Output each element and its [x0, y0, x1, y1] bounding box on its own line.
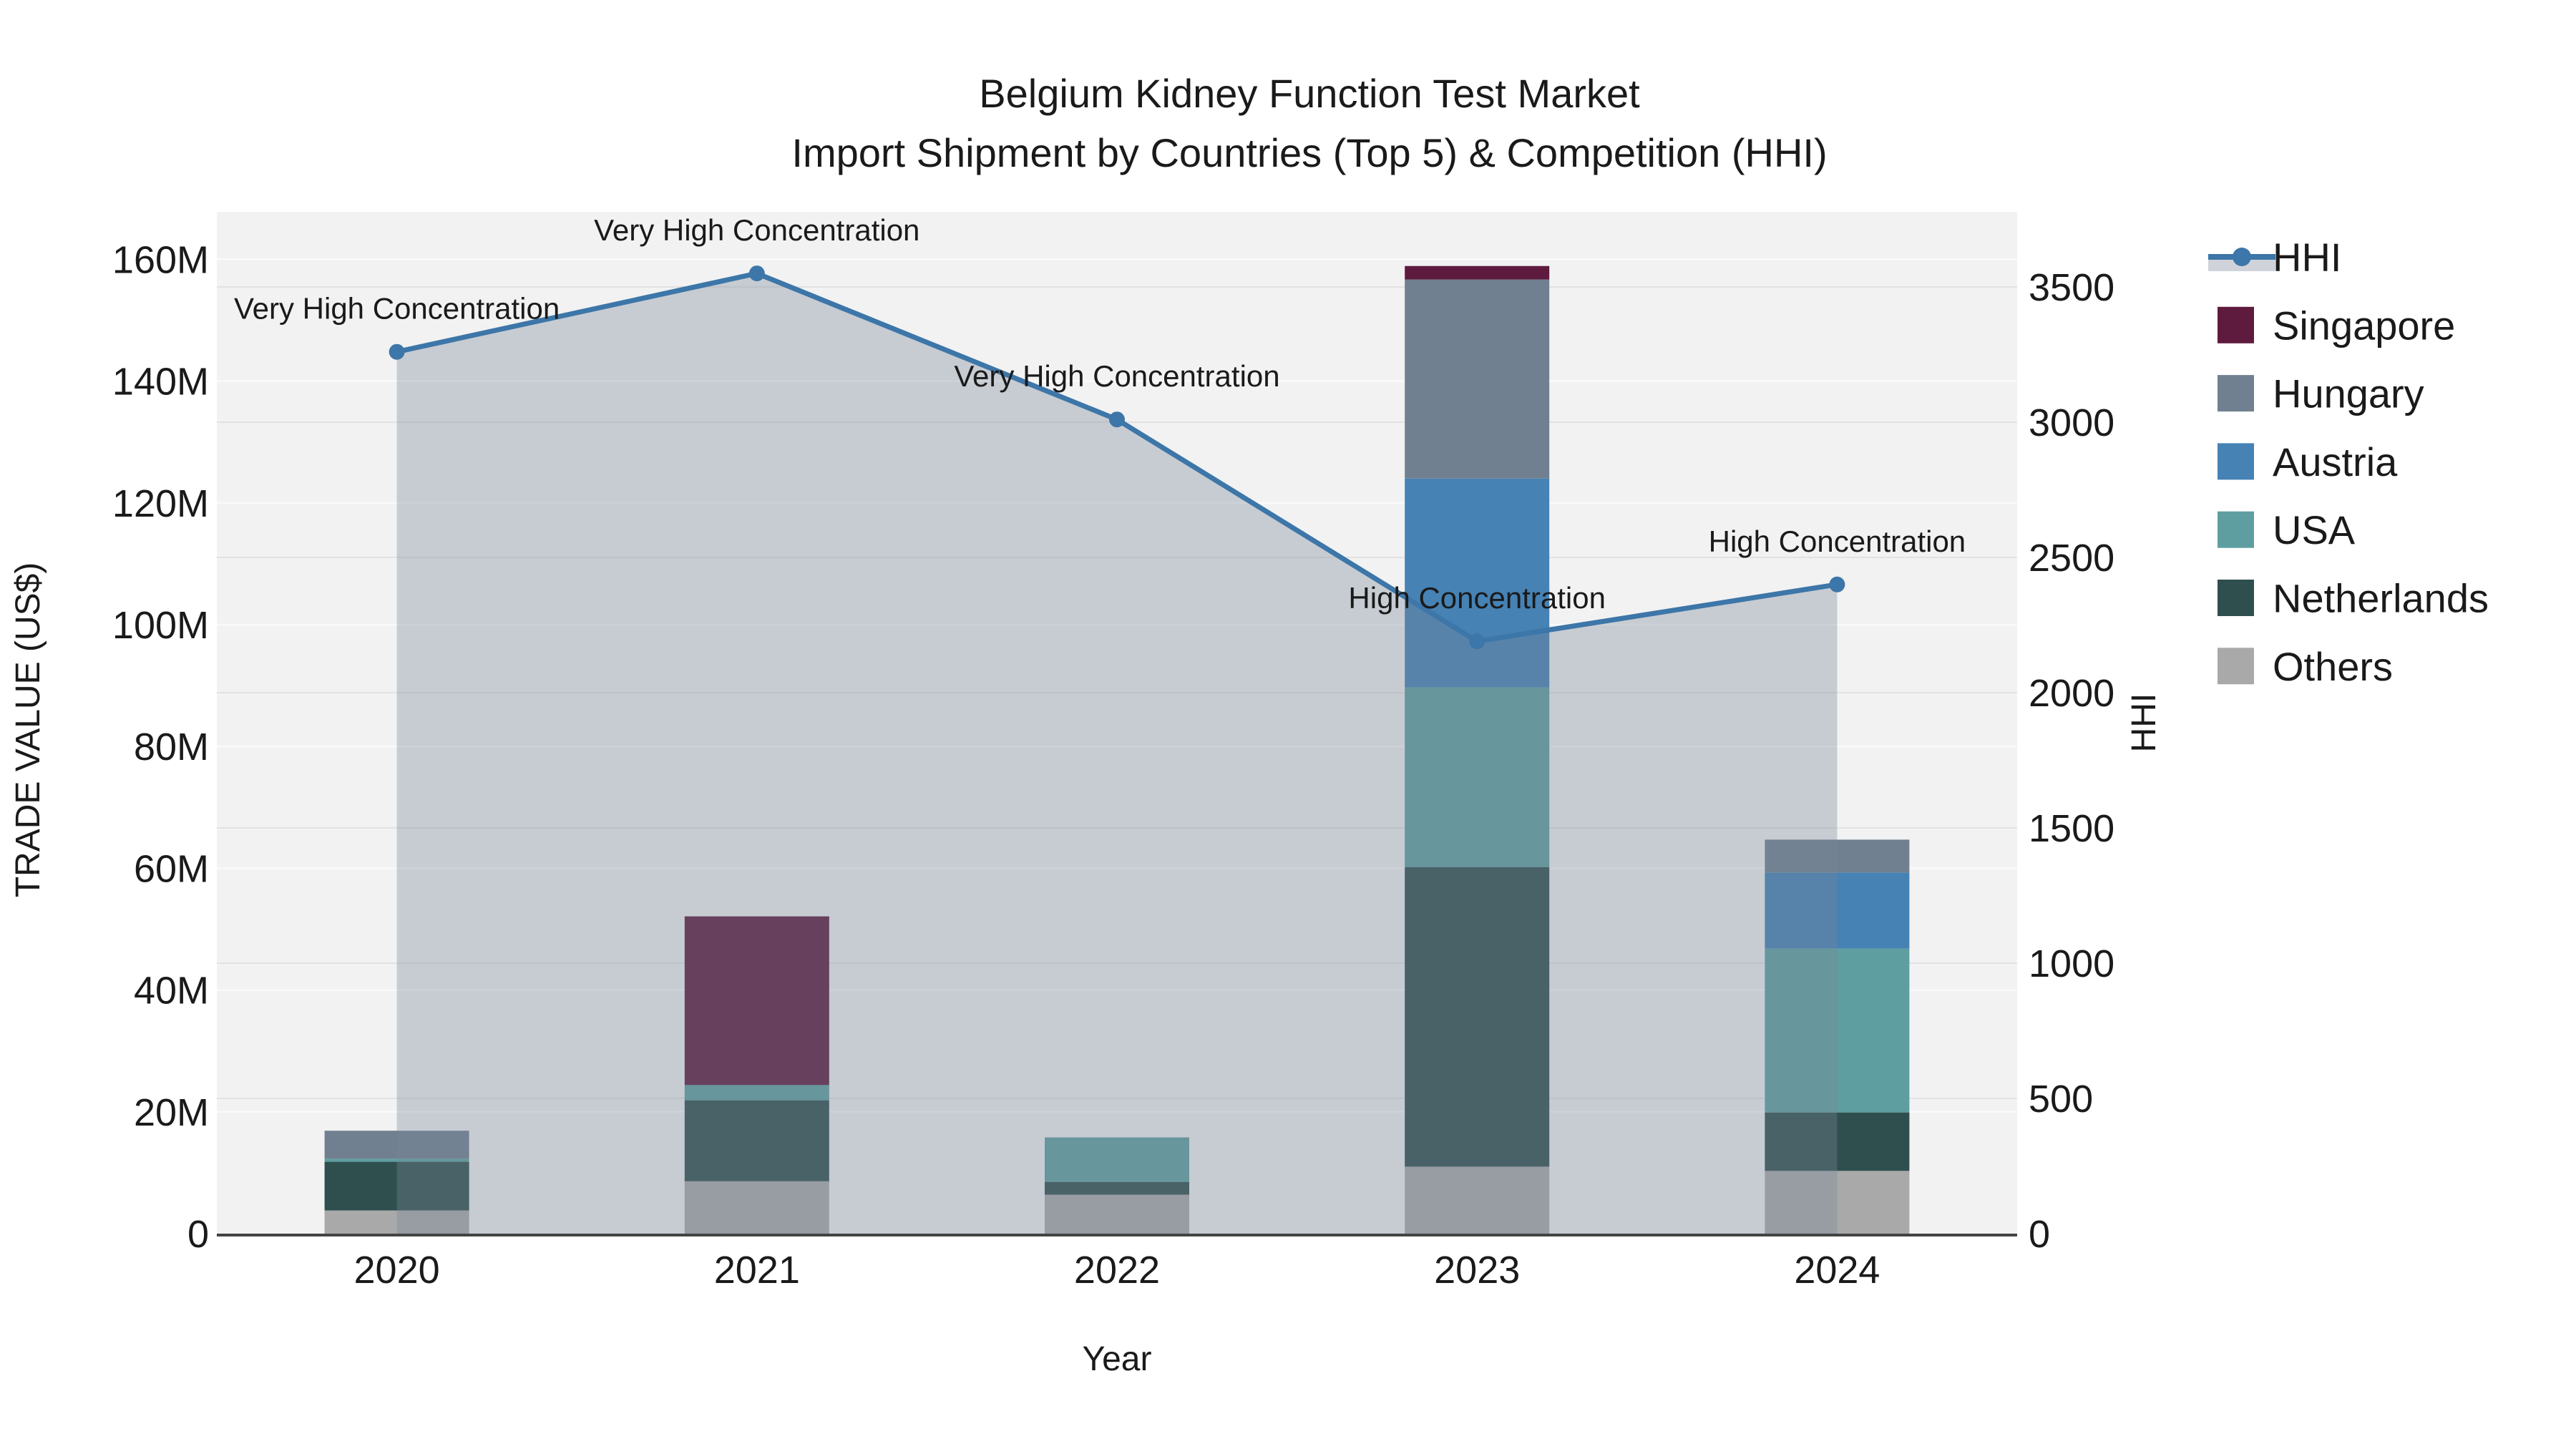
y-left-tick-80M: 80M — [134, 726, 209, 769]
y-right-axis-title: HHI — [2125, 693, 2163, 753]
y-right-tick-1000: 1000 — [2029, 942, 2114, 985]
bar-segment-2020-usa[interactable] — [324, 1158, 469, 1162]
bar-segment-2024-hungary[interactable] — [1765, 839, 1910, 873]
chart-title-line1: Belgium Kidney Function Test Market — [979, 71, 1640, 116]
legend-label-others: Others — [2273, 644, 2393, 689]
plot-background-layer — [217, 212, 2017, 1234]
x-tick-2021: 2021 — [714, 1249, 800, 1292]
y-left-tick-160M: 160M — [112, 238, 209, 281]
y-left-tick-0: 0 — [187, 1213, 209, 1256]
hhi-annotation-2022: Very High Concentration — [954, 359, 1279, 393]
bar-segment-2024-netherlands[interactable] — [1765, 1112, 1910, 1171]
tick-labels-layer: 0 20M 40M 60M 80M 100M 120M 140M 160M 0 500 1000 150… — [112, 238, 2114, 1292]
bar-segment-2020-hungary[interactable] — [324, 1131, 469, 1159]
bar-segment-2022-others[interactable] — [1045, 1194, 1189, 1234]
y-left-tick-100M: 100M — [112, 604, 209, 647]
legend-item-austria[interactable]: Austria — [2218, 439, 2398, 484]
hhi-marker-2020[interactable] — [389, 343, 405, 360]
bar-segment-2021-netherlands[interactable] — [684, 1100, 829, 1181]
hhi-area-fill — [396, 273, 1838, 1234]
y-right-tick-2500: 2500 — [2029, 537, 2114, 580]
bar-segment-2023-usa[interactable] — [1405, 687, 1550, 867]
y-left-tick-60M: 60M — [134, 847, 209, 890]
y-right-tick-1500: 1500 — [2029, 807, 2114, 850]
legend-item-singapore[interactable]: Singapore — [2218, 303, 2455, 348]
legend-label-usa: USA — [2273, 507, 2356, 552]
legend-label-austria: Austria — [2273, 439, 2398, 484]
bar-segment-2024-others[interactable] — [1765, 1171, 1910, 1234]
x-axis-title: Year — [1083, 1340, 1152, 1378]
y-right-tick-500: 500 — [2029, 1078, 2093, 1121]
y-right-tick-3500: 3500 — [2029, 266, 2114, 309]
legend-swatch-usa — [2218, 511, 2254, 548]
y-left-tick-120M: 120M — [112, 482, 209, 525]
x-tick-2024: 2024 — [1794, 1249, 1880, 1292]
legend-layer: HHI Singapore Hungary Austria USA Netherlands… — [2208, 235, 2489, 689]
legend-label-netherlands: Netherlands — [2273, 576, 2489, 621]
legend-swatch-austria — [2218, 443, 2254, 480]
legend-item-hungary[interactable]: Hungary — [2218, 371, 2424, 416]
bar-segment-2020-netherlands[interactable] — [324, 1161, 469, 1211]
legend-swatch-others — [2218, 648, 2254, 685]
bar-segment-2024-austria[interactable] — [1765, 872, 1910, 949]
hhi-marker-2021[interactable] — [748, 265, 765, 282]
legend-item-others[interactable]: Others — [2218, 644, 2393, 689]
plot-background — [217, 212, 2017, 1234]
y-left-tick-20M: 20M — [134, 1091, 209, 1134]
legend-label-hhi: HHI — [2273, 235, 2341, 280]
bar-segment-2024-usa[interactable] — [1765, 948, 1910, 1113]
hhi-area-layer — [396, 273, 1838, 1234]
hhi-marker-2024[interactable] — [1829, 576, 1845, 592]
bar-segment-2023-hungary[interactable] — [1405, 279, 1550, 479]
bar-segment-2023-others[interactable] — [1405, 1166, 1550, 1234]
hhi-annotation-2020: Very High Concentration — [234, 292, 560, 326]
x-tick-2023: 2023 — [1434, 1249, 1520, 1292]
hhi-annotation-2023: High Concentration — [1348, 581, 1606, 615]
legend-item-usa[interactable]: USA — [2218, 507, 2356, 552]
hhi-annotation-2024: High Concentration — [1709, 525, 1966, 558]
annotations-layer: Very High Concentration Very High Concent… — [234, 213, 1966, 615]
hhi-marker-2022[interactable] — [1109, 411, 1125, 428]
legend-hhi-marker-icon — [2233, 248, 2251, 266]
legend-swatch-hungary — [2218, 375, 2254, 412]
legend-swatch-singapore — [2218, 306, 2254, 343]
bar-segment-2023-singapore[interactable] — [1405, 265, 1550, 280]
y-right-tick-0: 0 — [2029, 1213, 2050, 1256]
bar-segment-2022-usa[interactable] — [1045, 1137, 1189, 1182]
legend-swatch-netherlands — [2218, 580, 2254, 616]
hhi-marker-2023[interactable] — [1469, 633, 1485, 650]
legend-label-singapore: Singapore — [2273, 303, 2455, 348]
legend-item-netherlands[interactable]: Netherlands — [2218, 576, 2489, 621]
legend-item-hhi[interactable]: HHI — [2208, 235, 2341, 280]
bar-segment-2020-others[interactable] — [324, 1210, 469, 1234]
x-tick-2022: 2022 — [1074, 1249, 1160, 1292]
y-left-tick-140M: 140M — [112, 361, 209, 404]
y-right-tick-3000: 3000 — [2029, 401, 2114, 444]
x-tick-2020: 2020 — [354, 1249, 440, 1292]
chart-title-line2: Import Shipment by Countries (Top 5) & C… — [791, 130, 1827, 175]
bar-segment-2021-usa[interactable] — [684, 1085, 829, 1101]
bar-segment-2022-netherlands[interactable] — [1045, 1181, 1189, 1195]
gridline-layer — [217, 258, 2017, 1113]
bar-segment-2023-netherlands[interactable] — [1405, 867, 1550, 1167]
bar-segment-2021-singapore[interactable] — [684, 916, 829, 1085]
hhi-line-layer — [389, 265, 1845, 650]
y-right-tick-2000: 2000 — [2029, 672, 2114, 715]
legend-label-hungary: Hungary — [2273, 371, 2424, 416]
hhi-annotation-2021: Very High Concentration — [594, 213, 919, 247]
bar-segment-2021-others[interactable] — [684, 1181, 829, 1234]
bar-segment-2023-austria[interactable] — [1405, 478, 1550, 688]
y-left-tick-40M: 40M — [134, 970, 209, 1013]
bars-layer — [324, 265, 1910, 1234]
y-left-axis-title: TRADE VALUE (US$) — [9, 562, 47, 898]
